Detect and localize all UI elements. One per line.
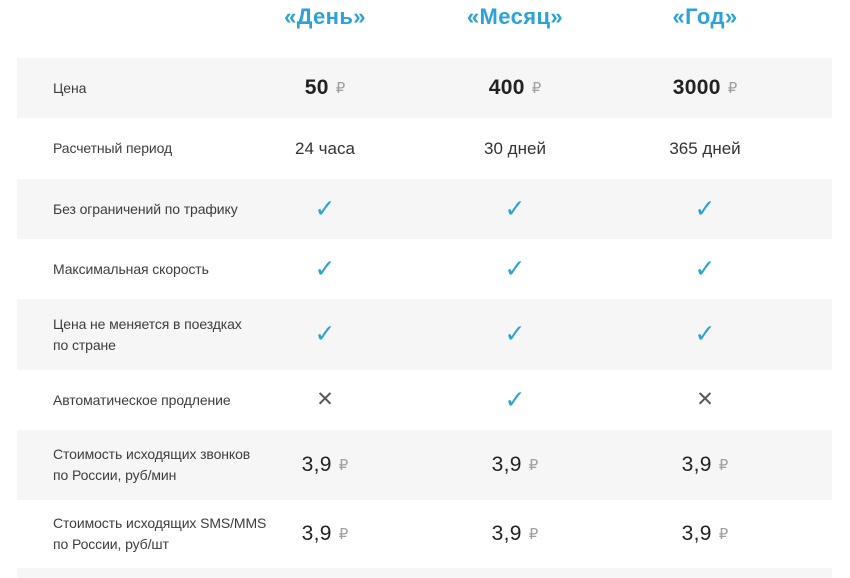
currency-symbol: ₽ bbox=[531, 80, 542, 97]
value-cell: 3,9 ₽ bbox=[420, 453, 610, 477]
value-cell: ✓ bbox=[420, 194, 610, 223]
value-cell: ✕ bbox=[230, 389, 420, 411]
value-cell: ✓ bbox=[610, 194, 800, 223]
table-row: Автоматическое продление ✕ ✓ ✕ bbox=[17, 370, 832, 430]
price-value: 3,9 bbox=[681, 522, 712, 545]
value-cell: 3,9 ₽ bbox=[610, 453, 800, 477]
row-label-line: Стоимость исходящих SMS/MMS bbox=[53, 515, 267, 531]
value-cell: 3,9 ₽ bbox=[230, 522, 420, 546]
table-header: «День» «Месяц» «Год» bbox=[17, 0, 832, 58]
row-label: Цена не меняется в поездках по стране bbox=[17, 314, 242, 356]
cross-icon: ✕ bbox=[696, 388, 714, 411]
price-value: 50 bbox=[304, 76, 329, 99]
table-row: Цена не меняется в поездках по стране ✓ ✓ ✓ bbox=[17, 299, 832, 370]
currency-symbol: ₽ bbox=[718, 457, 729, 474]
price-value: 3,9 bbox=[491, 522, 522, 545]
table-row: Максимальная скорость ✓ ✓ ✓ bbox=[17, 239, 832, 299]
value-cell: ✓ bbox=[610, 254, 800, 283]
row-label: Стоимость исходящих звонков по России, ру… bbox=[17, 444, 251, 486]
row-label-line: Расчетный период bbox=[53, 140, 173, 156]
price-value: 3,9 bbox=[301, 522, 332, 545]
currency-symbol: ₽ bbox=[528, 526, 539, 543]
price-value: 400 bbox=[488, 76, 525, 99]
value-cell: 30 дней bbox=[420, 139, 610, 159]
value-cell: ✓ bbox=[610, 322, 800, 347]
value-cell: ✓ bbox=[420, 254, 610, 283]
price-value: 3,9 bbox=[681, 453, 712, 476]
value-cell: 24 часа bbox=[230, 139, 420, 159]
column-header-year[interactable]: «Год» bbox=[672, 4, 738, 29]
row-label-line: Без ограничений по трафику bbox=[53, 200, 238, 217]
value-cell: ✕ bbox=[610, 389, 800, 411]
row-label-line: Цена не меняется в поездках bbox=[53, 315, 242, 332]
price-value: 3000 bbox=[672, 76, 721, 99]
text-value: 24 часа bbox=[295, 138, 355, 158]
text-value: 30 дней bbox=[484, 138, 546, 158]
row-label-line: по стране bbox=[53, 336, 116, 353]
text-value: 365 дней bbox=[669, 138, 741, 158]
table-row: Стоимость исходящих звонков по России, ру… bbox=[17, 430, 832, 500]
currency-symbol: ₽ bbox=[338, 526, 349, 543]
value-cell: 3,9 ₽ bbox=[230, 453, 420, 477]
currency-symbol: ₽ bbox=[338, 457, 349, 474]
check-icon: ✓ bbox=[314, 320, 336, 348]
value-cell: 3000 ₽ bbox=[610, 76, 800, 100]
row-label-line: Стоимость исходящих звонков bbox=[53, 446, 251, 462]
row-label-line: по России, руб/мин bbox=[53, 467, 177, 483]
value-cell: ✓ bbox=[230, 254, 420, 283]
currency-symbol: ₽ bbox=[528, 457, 539, 474]
column-header-month[interactable]: «Месяц» bbox=[466, 4, 564, 29]
check-icon: ✓ bbox=[694, 320, 716, 348]
tariff-comparison-table: «День» «Месяц» «Год» Цена 50 ₽400 ₽3000 ₽ Рас… bbox=[17, 0, 832, 568]
value-cell: 400 ₽ bbox=[420, 76, 610, 100]
value-cell: ✓ bbox=[230, 322, 420, 347]
price-value: 3,9 bbox=[301, 453, 332, 476]
row-label: Максимальная скорость bbox=[17, 259, 230, 280]
row-label: Автоматическое продление bbox=[17, 390, 231, 411]
check-icon: ✓ bbox=[504, 385, 526, 414]
cross-icon: ✕ bbox=[316, 388, 334, 411]
value-cell: 3,9 ₽ bbox=[420, 522, 610, 546]
table-row: Без ограничений по трафику ✓ ✓ ✓ bbox=[17, 179, 832, 239]
check-icon: ✓ bbox=[694, 194, 716, 223]
value-cell: 50 ₽ bbox=[230, 76, 420, 100]
value-cell: ✓ bbox=[420, 385, 610, 414]
currency-symbol: ₽ bbox=[727, 80, 738, 97]
value-cell: 365 дней bbox=[610, 139, 800, 159]
value-cell: ✓ bbox=[230, 194, 420, 223]
value-cell: ✓ bbox=[420, 322, 610, 347]
row-label-line: Автоматическое продление bbox=[53, 391, 231, 408]
row-label: Без ограничений по трафику bbox=[17, 199, 238, 220]
price-value: 3,9 bbox=[491, 453, 522, 476]
row-label: Цена bbox=[17, 78, 230, 99]
row-label-line: Цена bbox=[53, 79, 87, 96]
row-label-line: Максимальная скорость bbox=[53, 260, 209, 277]
row-label: Стоимость исходящих SMS/MMS по России, ру… bbox=[17, 513, 267, 555]
currency-symbol: ₽ bbox=[335, 80, 346, 97]
check-icon: ✓ bbox=[504, 320, 526, 348]
partial-next-row bbox=[17, 568, 832, 578]
check-icon: ✓ bbox=[504, 194, 526, 223]
check-icon: ✓ bbox=[314, 194, 336, 223]
table-row: Стоимость исходящих SMS/MMS по России, ру… bbox=[17, 500, 832, 568]
row-label-line: по России, руб/шт bbox=[53, 536, 169, 552]
check-icon: ✓ bbox=[314, 254, 336, 283]
check-icon: ✓ bbox=[694, 254, 716, 283]
currency-symbol: ₽ bbox=[718, 526, 729, 543]
value-cell: 3,9 ₽ bbox=[610, 522, 800, 546]
row-label: Расчетный период bbox=[17, 138, 230, 159]
column-header-day[interactable]: «День» bbox=[284, 4, 366, 29]
table-body: Цена 50 ₽400 ₽3000 ₽ Расчетный период 24 часа 3… bbox=[17, 58, 832, 568]
table-row: Расчетный период 24 часа 30 дней 365 дней bbox=[17, 118, 832, 179]
table-row: Цена 50 ₽400 ₽3000 ₽ bbox=[17, 58, 832, 118]
check-icon: ✓ bbox=[504, 254, 526, 283]
